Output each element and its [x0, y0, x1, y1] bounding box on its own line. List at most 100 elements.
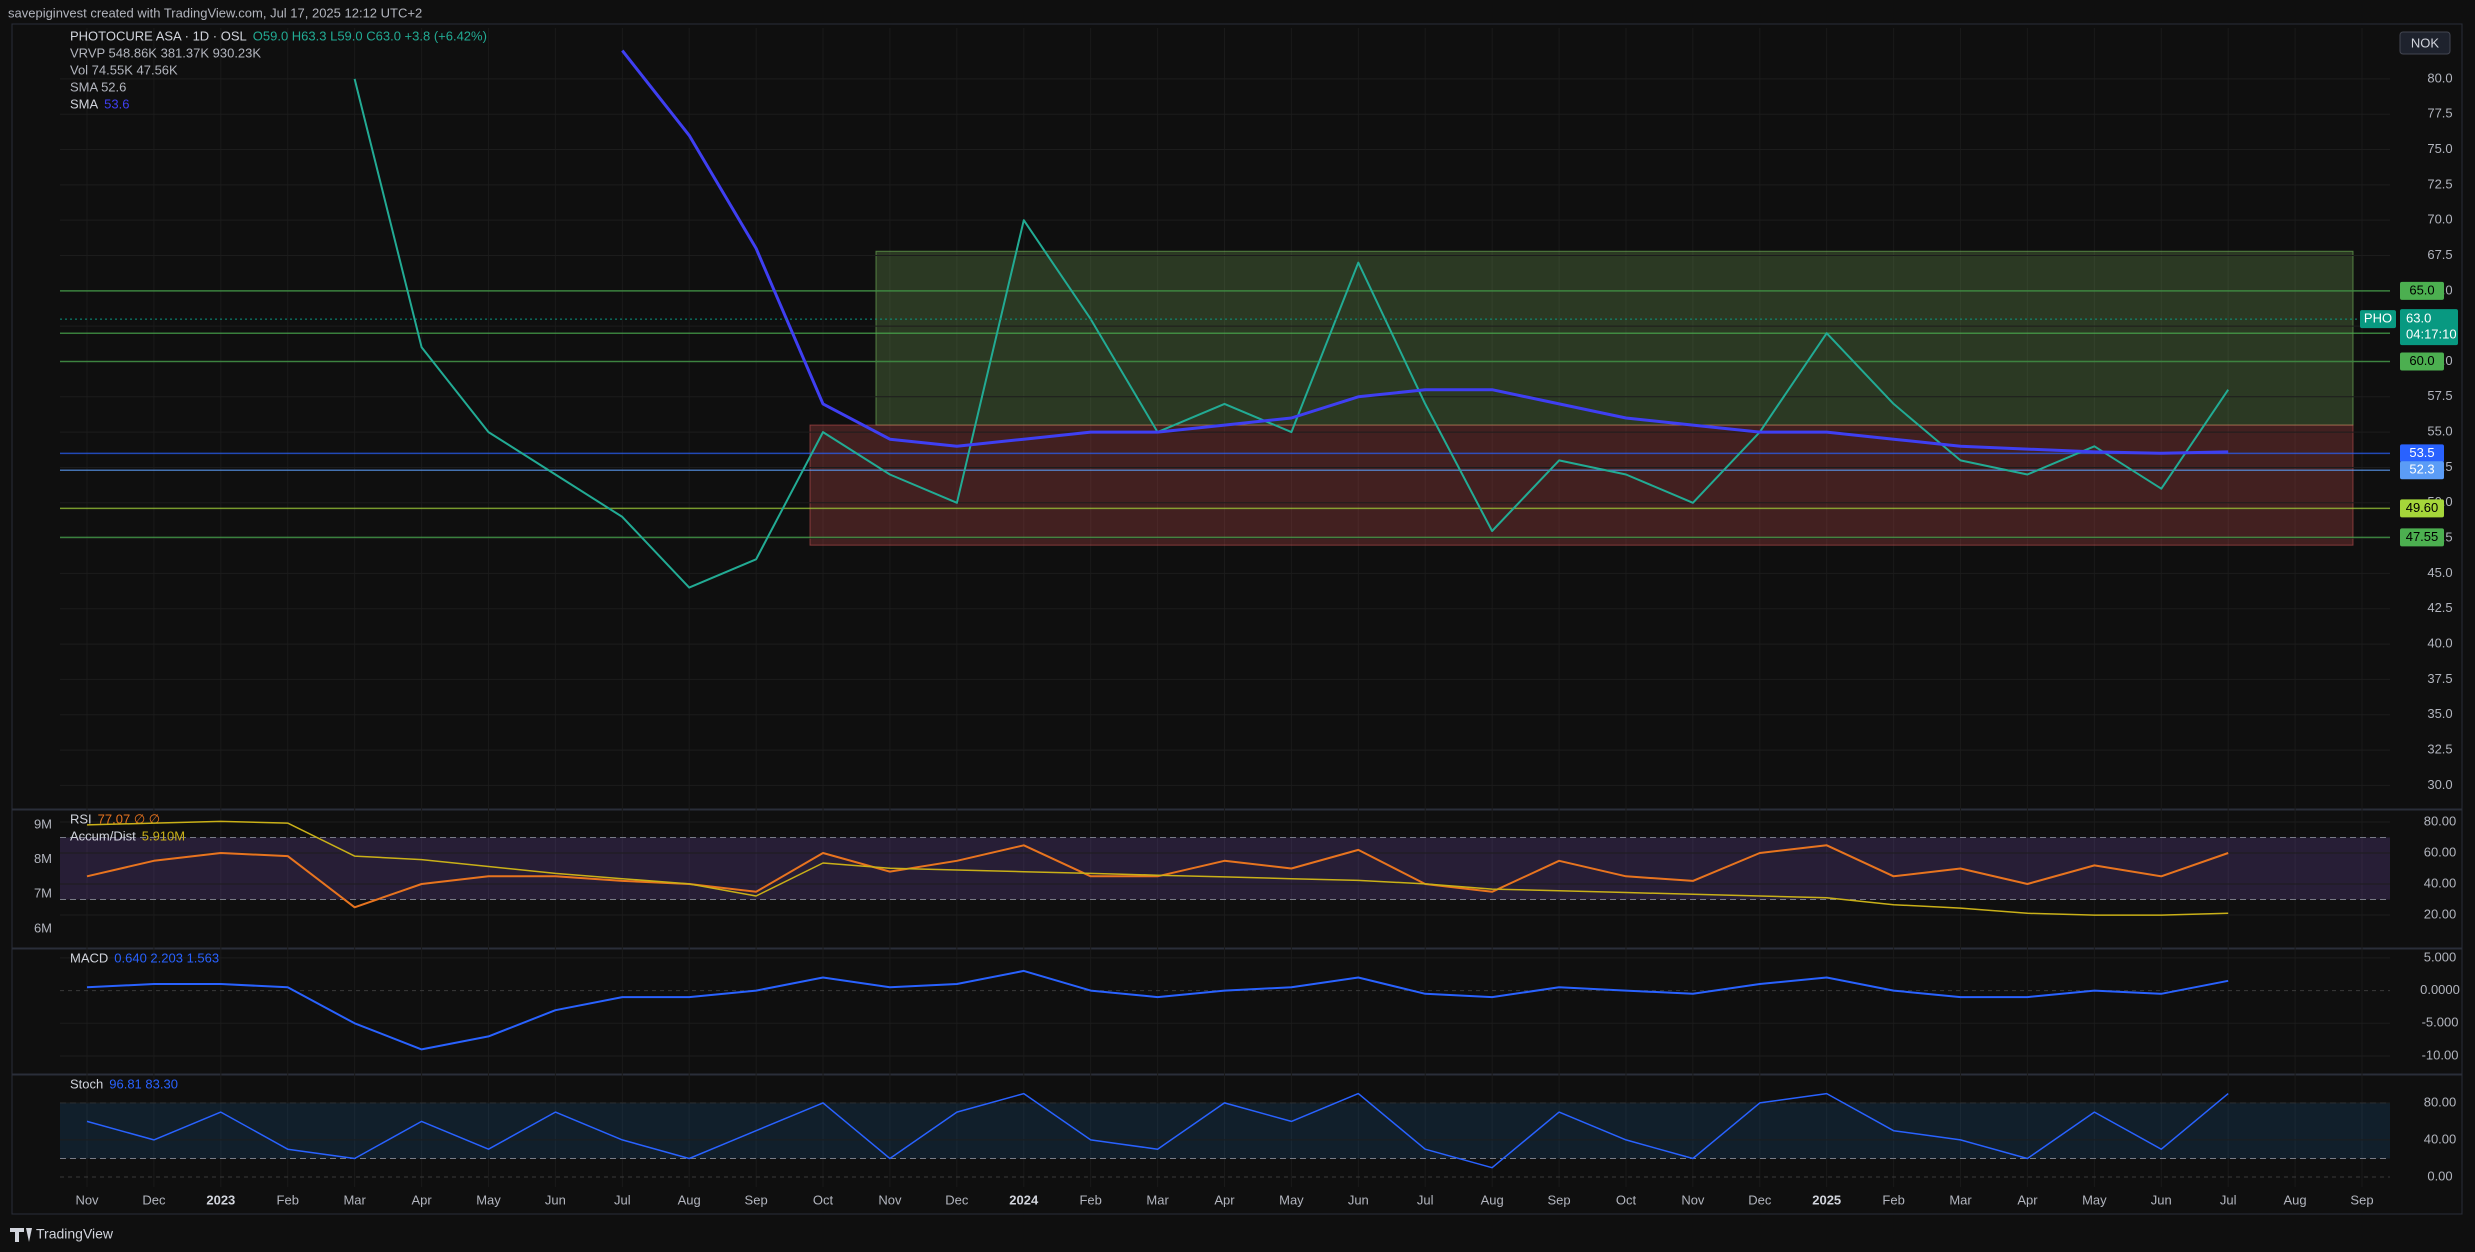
x-tick-label: Jul [1417, 1192, 1434, 1207]
legend-annotation: Vol 74.55K 47.56K [70, 62, 178, 77]
legend-value: 53.6 [104, 96, 129, 111]
x-tick-label: Mar [1146, 1192, 1169, 1207]
x-tick-label: Nov [75, 1192, 99, 1207]
y-tick-label: 72.5 [2427, 176, 2452, 191]
level-tag [2400, 528, 2444, 547]
x-tick-label: Mar [343, 1192, 366, 1207]
x-tick-label: May [1279, 1192, 1304, 1207]
legend-annotation: SMA 52.6 [70, 79, 126, 94]
x-tick-label: Feb [1079, 1192, 1101, 1207]
y-tick-label: -5.000 [2422, 1015, 2459, 1030]
y-tick-label: 5.000 [2424, 949, 2457, 964]
brand-logo [10, 1228, 32, 1242]
legend-value: O59.0 H63.3 L59.0 C63.0 +3.8 (+6.42%) [253, 28, 487, 43]
series-line [86, 969, 2229, 1051]
level-tag [2400, 499, 2444, 518]
x-tick-label: Oct [1616, 1192, 1637, 1207]
x-tick-label: Nov [878, 1192, 902, 1207]
y2-tick-label: 8M [34, 851, 52, 866]
level-tag [2400, 461, 2444, 480]
y2-tick-label: 7M [34, 886, 52, 901]
y-tick-label: 42.5 [2427, 600, 2452, 615]
x-tick-label: Sep [2350, 1192, 2373, 1207]
x-tick-label: Dec [1748, 1192, 1772, 1207]
y2-tick-label: 6M [34, 920, 52, 935]
x-tick-label: Sep [1547, 1192, 1570, 1207]
y-tick-label: 0.00 [2427, 1168, 2452, 1183]
y-tick-label: 67.5 [2427, 247, 2452, 262]
level-label: 52.3 [2409, 462, 2434, 477]
x-tick-label: Jul [2220, 1192, 2237, 1207]
x-tick-label: Dec [945, 1192, 969, 1207]
zone [875, 250, 2354, 426]
x-tick-label: Dec [142, 1192, 166, 1207]
x-tick-label: Jun [545, 1192, 566, 1207]
legend-annotation: VRVP 548.86K 381.37K 930.23K [70, 45, 261, 60]
level-label: 65.0 [2409, 282, 2434, 297]
frame [11, 23, 2463, 1215]
x-tick-label: Aug [2284, 1192, 2307, 1207]
x-tick-label: Aug [1481, 1192, 1504, 1207]
x-tick-label: 2024 [1009, 1192, 1039, 1207]
legend-name: RSI [70, 811, 92, 826]
level-tag [2400, 281, 2444, 300]
x-tick-label: Apr [2017, 1192, 2038, 1207]
level-label: 47.55 [2406, 529, 2439, 544]
legend-name: SMA [70, 96, 99, 111]
y-tick-label: 0.0000 [2420, 982, 2460, 997]
currency[interactable]: NOK [2411, 35, 2440, 50]
y-tick-label: 30.0 [2427, 777, 2452, 792]
series-line [621, 49, 2229, 455]
level-tag [2400, 352, 2444, 371]
y-tick-label: 35.0 [2427, 706, 2452, 721]
y-tick-label: 75.0 [2427, 141, 2452, 156]
legend-name: Accum/Dist [70, 828, 136, 843]
last-price: 63.0 [2406, 311, 2431, 326]
series-line [353, 78, 2230, 589]
credit: savepiginvest created with TradingView.c… [8, 5, 422, 20]
x-tick-label: Nov [1681, 1192, 1705, 1207]
y-tick-label: 70.0 [2427, 212, 2452, 227]
countdown: 04:17:10 [2406, 327, 2457, 342]
series-line [86, 820, 2229, 916]
y-tick-label: -10.00 [2422, 1047, 2459, 1062]
x-tick-label: May [476, 1192, 501, 1207]
legend-value: 5.910M [142, 828, 185, 843]
y-tick-label: 57.5 [2427, 388, 2452, 403]
x-tick-label: Aug [678, 1192, 701, 1207]
band-fill [60, 1102, 2390, 1159]
series-line [86, 1092, 2229, 1169]
legend-name: Stoch [70, 1076, 103, 1091]
x-tick-label: Apr [1214, 1192, 1235, 1207]
y-tick-label: 40.00 [2424, 875, 2457, 890]
zone [809, 424, 2354, 546]
x-tick-label: 2025 [1812, 1192, 1841, 1207]
level-label: 49.60 [2406, 500, 2439, 515]
currency-box[interactable] [2399, 31, 2451, 55]
x-tick-label: Feb [1882, 1192, 1904, 1207]
brand: TradingView [36, 1226, 114, 1242]
y-tick-label: 80.0 [2427, 70, 2452, 85]
x-tick-label: Jun [1348, 1192, 1369, 1207]
legend-value: 96.81 83.30 [109, 1076, 178, 1091]
y-tick-label: 77.5 [2427, 106, 2452, 121]
x-tick-label: 2023 [206, 1192, 235, 1207]
x-tick-label: Mar [1949, 1192, 1972, 1207]
x-tick-label: Feb [277, 1192, 299, 1207]
y-tick-label: 80.00 [2424, 813, 2457, 828]
x-tick-label: Jun [2151, 1192, 2172, 1207]
price-tag [2400, 309, 2458, 346]
band-fill [60, 837, 2390, 900]
y-tick-label: 32.5 [2427, 742, 2452, 757]
y-tick-label: 80.00 [2424, 1094, 2457, 1109]
y-tick-label: 40.00 [2424, 1131, 2457, 1146]
level-label: 53.5 [2409, 445, 2434, 460]
symbol-label: PHO [2364, 311, 2392, 326]
y2-tick-label: 9M [34, 816, 52, 831]
x-tick-label: May [2082, 1192, 2107, 1207]
y-tick-label: 45.0 [2427, 565, 2452, 580]
